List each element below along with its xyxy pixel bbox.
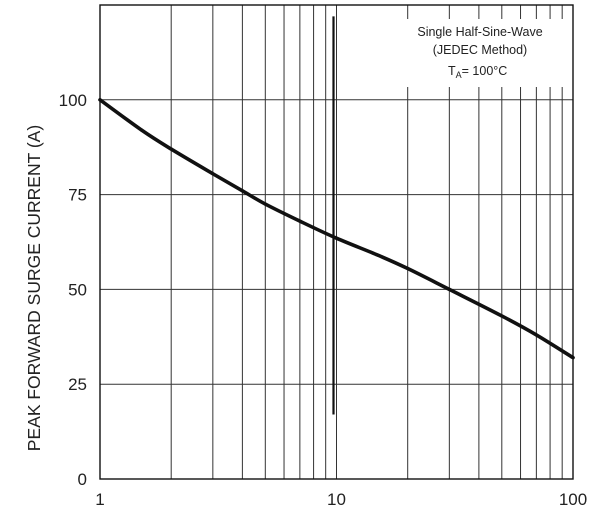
- annotation-temp: = 100°C: [462, 64, 508, 78]
- y-axis-label: PEAK FORWARD SURGE CURRENT (A): [24, 125, 44, 451]
- y-tick-labels: 0 25 50 75 100: [59, 91, 87, 489]
- y-tick-label: 50: [68, 280, 87, 299]
- data-point: [140, 128, 144, 132]
- y-tick-label: 75: [68, 186, 87, 205]
- annotation-background: [395, 19, 571, 87]
- data-point: [263, 202, 267, 206]
- annotation-sub-a: A: [456, 70, 462, 80]
- data-point: [211, 172, 215, 176]
- data-point: [334, 236, 339, 240]
- annotation: Single Half-Sine-Wave (JEDEC Method) TA=…: [417, 25, 542, 80]
- x-tick-label: 10: [327, 490, 346, 509]
- data-point: [406, 266, 410, 271]
- annotation-line-3: TA= 100°C: [448, 64, 507, 80]
- plot-frame: [99, 4, 574, 480]
- data-point: [376, 253, 380, 257]
- data-point: [447, 287, 451, 291]
- y-tick-label: 0: [78, 470, 87, 489]
- data-point: [169, 147, 173, 151]
- annotation-line-2: (JEDEC Method): [433, 43, 527, 57]
- annotation-line-1: Single Half-Sine-Wave: [417, 25, 542, 39]
- x-tick-label: 1: [95, 490, 104, 509]
- data-point: [500, 314, 504, 318]
- data-point: [240, 189, 244, 193]
- series-line-0: [98, 98, 575, 360]
- x-tick-label: 100: [559, 490, 587, 509]
- y-tick-label: 100: [59, 91, 87, 110]
- data-point: [534, 333, 538, 337]
- data-point: [298, 219, 302, 223]
- x-tick-labels: 1 10 100: [95, 490, 587, 509]
- y-tick-label: 25: [68, 375, 87, 394]
- annotation-t: T: [448, 64, 456, 78]
